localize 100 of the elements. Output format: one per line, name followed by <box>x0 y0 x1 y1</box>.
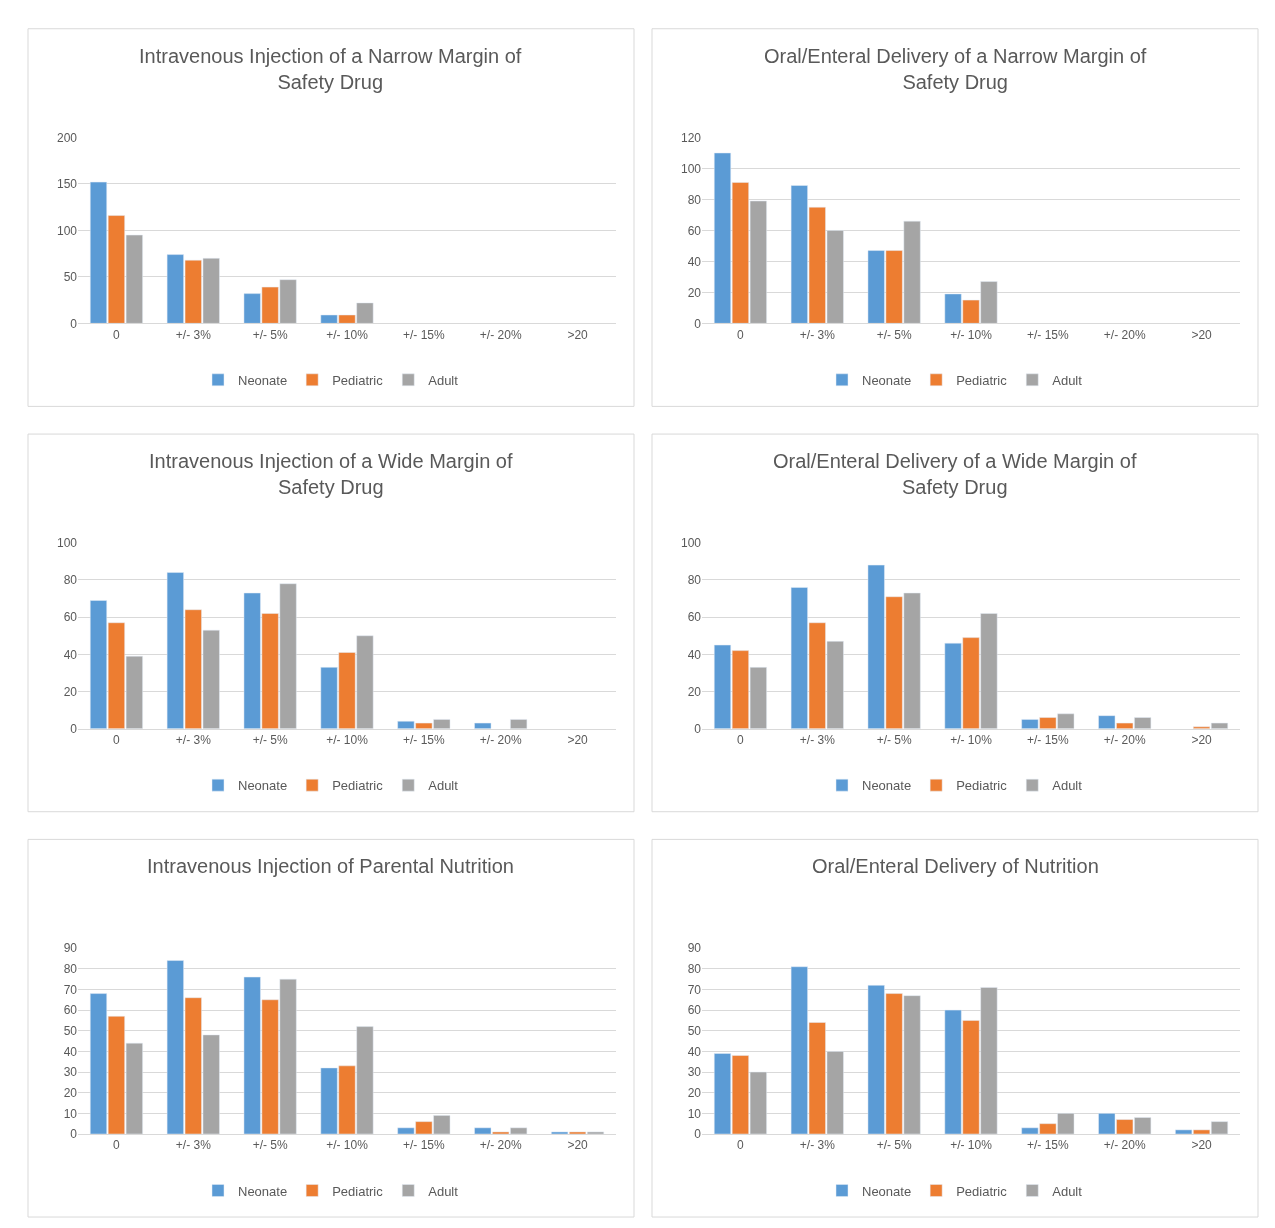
y-tick-label: 100 <box>680 536 702 551</box>
legend-label: Pediatric <box>332 778 384 794</box>
x-tick-label: 0 <box>113 733 121 748</box>
y-tick-label: 50 <box>63 270 78 285</box>
y-tick-label: 80 <box>63 962 78 976</box>
legend-label: Pediatric <box>956 372 1008 388</box>
y-tick-label: 0 <box>694 316 702 331</box>
y-tick-label: 40 <box>687 647 702 662</box>
y-tick-label: 20 <box>63 1085 78 1100</box>
y-tick-label: 20 <box>63 684 78 699</box>
x-tick-label: +/- 3% <box>799 327 836 342</box>
x-tick-label: +/- 10% <box>950 1138 993 1153</box>
chart-title: Intravenous Injection of Parental Nutrition <box>147 855 514 877</box>
y-tick-label: 50 <box>63 1023 78 1038</box>
x-tick-label: +/- 3% <box>175 1138 212 1153</box>
x-tick-label: +/- 10% <box>326 327 369 342</box>
x-tick-label: +/- 5% <box>876 1138 912 1153</box>
x-tick-label: +/- 3% <box>175 733 212 748</box>
x-tick-label: +/- 15% <box>403 1138 446 1153</box>
y-tick-label: 60 <box>687 223 702 238</box>
y-tick-label: 70 <box>687 982 702 997</box>
chart-title: Intravenous Injection of a Wide Margin of Safety Drug <box>149 450 513 498</box>
legend-label: Neonate <box>238 372 288 388</box>
x-tick-label: +/- 20% <box>479 1138 522 1153</box>
y-tick-label: 30 <box>63 1065 78 1080</box>
y-tick-label: 90 <box>63 941 78 956</box>
y-tick-label: 0 <box>70 1127 78 1142</box>
x-tick-label: +/- 15% <box>403 733 446 748</box>
legend-label: Pediatric <box>332 1183 384 1199</box>
y-tick-label: 40 <box>687 1044 702 1059</box>
legend-label: Adult <box>1052 372 1083 388</box>
y-tick-label: 100 <box>680 161 702 176</box>
legend-label: Neonate <box>862 372 912 388</box>
y-tick-label: 0 <box>70 316 78 331</box>
chart-title: Oral/Enteral Delivery of a Narrow Margin of Safety Drug <box>764 45 1147 93</box>
y-tick-label: 200 <box>56 130 78 145</box>
y-tick-label: 10 <box>63 1106 78 1121</box>
x-tick-label: 0 <box>113 1138 121 1153</box>
y-tick-label: 0 <box>70 721 78 736</box>
x-tick-label: +/- 15% <box>1027 1138 1070 1153</box>
x-tick-label: +/- 20% <box>1103 733 1146 748</box>
x-tick-label: >20 <box>1191 1138 1213 1153</box>
x-tick-label: >20 <box>567 1138 589 1153</box>
x-tick-label: +/- 3% <box>799 733 836 748</box>
x-tick-label: 0 <box>113 327 121 342</box>
y-tick-label: 70 <box>63 982 78 997</box>
legend-label: Adult <box>1052 778 1083 794</box>
y-tick-label: 60 <box>687 1003 702 1018</box>
x-tick-label: +/- 15% <box>1027 327 1070 342</box>
y-tick-label: 20 <box>687 285 702 300</box>
legend-label: Adult <box>428 372 459 388</box>
legend-label: Neonate <box>862 1183 912 1199</box>
y-tick-label: 60 <box>687 610 702 625</box>
y-tick-label: 80 <box>63 573 78 588</box>
legend-label: Pediatric <box>956 1183 1008 1199</box>
x-tick-label: +/- 5% <box>252 327 288 342</box>
legend-label: Pediatric <box>332 372 384 388</box>
x-tick-label: >20 <box>567 327 589 342</box>
x-tick-label: +/- 15% <box>1027 733 1070 748</box>
legend-label: Adult <box>428 1183 459 1199</box>
y-tick-label: 0 <box>694 721 702 736</box>
chart-title: Intravenous Injection of a Narrow Margin of Safety Drug <box>139 45 522 93</box>
x-tick-label: +/- 3% <box>175 327 212 342</box>
y-tick-label: 60 <box>63 610 78 625</box>
x-tick-label: >20 <box>567 733 589 748</box>
x-tick-label: 0 <box>737 1138 745 1153</box>
x-tick-label: +/- 10% <box>326 733 369 748</box>
x-tick-label: +/- 5% <box>876 327 912 342</box>
legend-label: Pediatric <box>956 778 1008 794</box>
y-tick-label: 0 <box>694 1127 702 1142</box>
legend-label: Neonate <box>238 1183 288 1199</box>
y-tick-label: 20 <box>687 684 702 699</box>
chart-title: Oral/Enteral Delivery of Nutrition <box>812 855 1099 877</box>
x-tick-label: >20 <box>1191 327 1213 342</box>
x-tick-label: +/- 10% <box>950 733 993 748</box>
y-tick-label: 10 <box>687 1106 702 1121</box>
y-tick-label: 40 <box>63 647 78 662</box>
y-tick-label: 150 <box>56 177 78 192</box>
x-tick-label: +/- 10% <box>950 327 993 342</box>
x-tick-label: +/- 5% <box>252 1138 288 1153</box>
y-tick-label: 20 <box>687 1085 702 1100</box>
y-tick-label: 60 <box>63 1003 78 1018</box>
bar <box>510 719 528 729</box>
y-tick-label: 120 <box>680 130 702 145</box>
y-tick-label: 100 <box>56 536 78 551</box>
legend-label: Neonate <box>238 778 288 794</box>
y-tick-label: 100 <box>56 223 78 238</box>
legend-label: Adult <box>428 778 459 794</box>
y-tick-label: 40 <box>687 254 702 269</box>
x-tick-label: +/- 20% <box>1103 1138 1146 1153</box>
legend-label: Neonate <box>862 778 912 794</box>
x-tick-label: >20 <box>1191 733 1213 748</box>
chart-title: Oral/Enteral Delivery of a Wide Margin of Safety Drug <box>773 450 1137 498</box>
y-tick-label: 90 <box>687 941 702 956</box>
y-tick-label: 30 <box>687 1065 702 1080</box>
x-tick-label: 0 <box>737 733 745 748</box>
y-tick-label: 50 <box>687 1023 702 1038</box>
x-tick-label: +/- 20% <box>479 733 522 748</box>
x-tick-label: +/- 5% <box>876 733 912 748</box>
y-tick-label: 80 <box>687 962 702 976</box>
